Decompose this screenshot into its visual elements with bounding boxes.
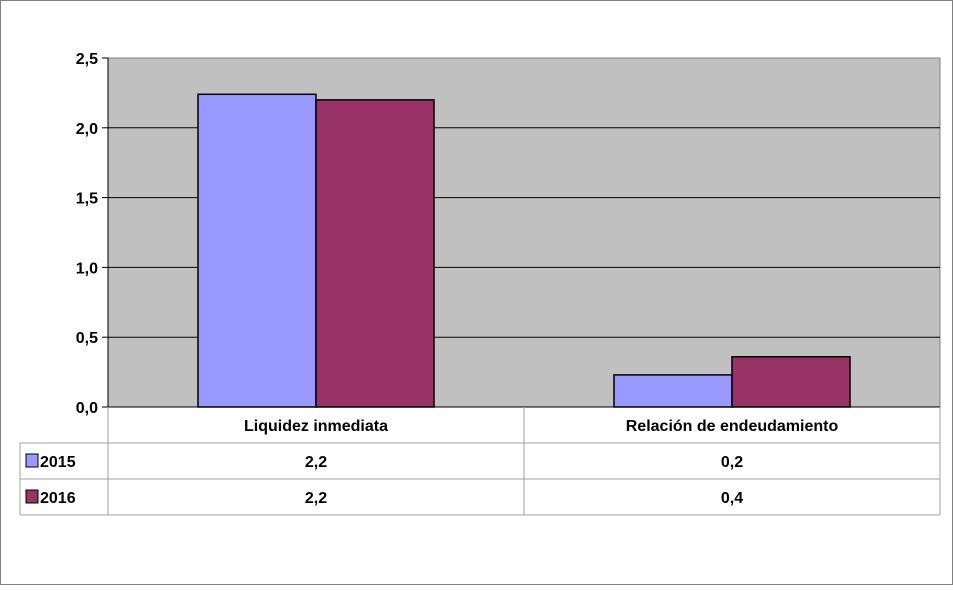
legend-label-2016: 2016 bbox=[40, 490, 76, 507]
data-label-2015-1: 2,2 bbox=[305, 454, 327, 471]
bars bbox=[197, 93, 851, 408]
y-tick-label: 2,0 bbox=[76, 121, 98, 138]
data-label-2016-1: 2,2 bbox=[305, 490, 327, 507]
legend-key-2016 bbox=[25, 489, 39, 504]
bar-2016-1 bbox=[315, 99, 435, 408]
data-label-2016-2: 0,4 bbox=[721, 490, 743, 507]
y-tick-label: 2,5 bbox=[76, 51, 98, 68]
y-tick-label: 0,5 bbox=[76, 330, 98, 347]
y-tick-label: 0,0 bbox=[76, 400, 98, 417]
legend-key-2015 bbox=[25, 453, 39, 468]
bar-2016-2 bbox=[731, 355, 851, 408]
data-table: Liquidez inmediata Relación de endeudamie… bbox=[19, 407, 941, 516]
bar-2015-2 bbox=[613, 374, 733, 408]
category-label: Liquidez inmediata bbox=[244, 418, 388, 435]
y-tick-label: 1,5 bbox=[76, 191, 98, 208]
y-tick-label: 1,0 bbox=[76, 260, 98, 277]
legend-label-2015: 2015 bbox=[40, 454, 76, 471]
category-label: Relación de endeudamiento bbox=[626, 418, 839, 435]
bar-2015-1 bbox=[197, 93, 317, 408]
data-label-2015-2: 0,2 bbox=[721, 454, 743, 471]
